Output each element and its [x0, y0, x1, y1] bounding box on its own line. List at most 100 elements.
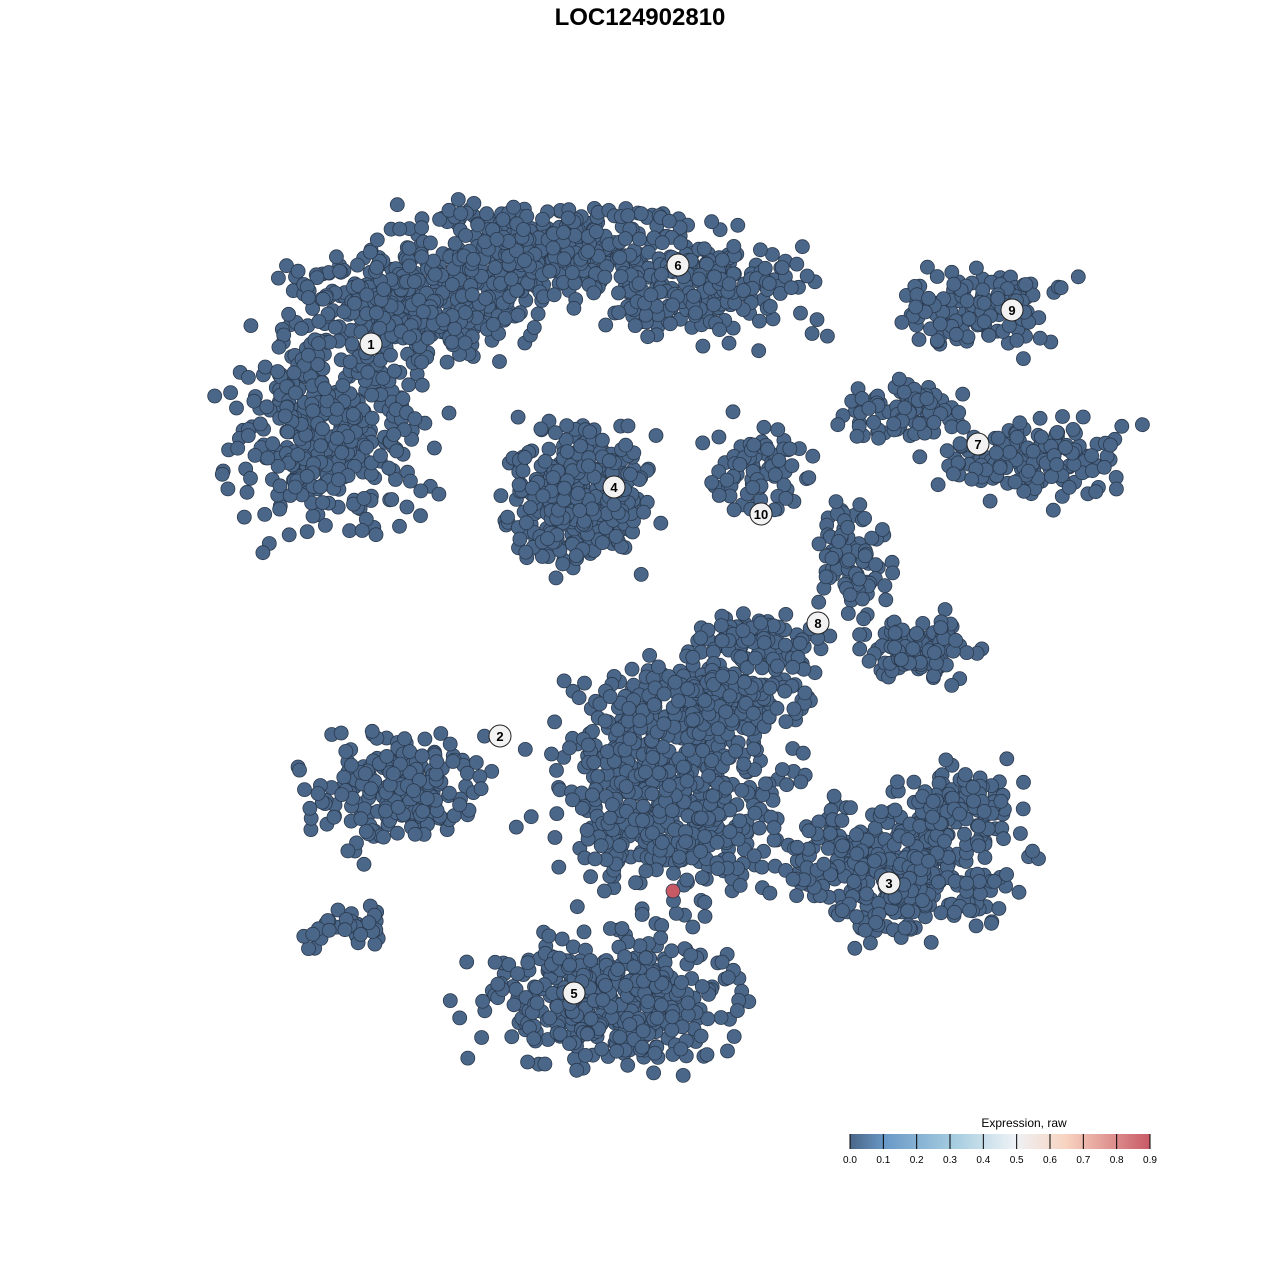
cell-point: [240, 428, 256, 444]
cell-point: [1015, 801, 1031, 817]
cluster-label-10: 10: [749, 502, 773, 526]
cell-point: [546, 287, 562, 303]
cell-point: [587, 851, 603, 867]
cell-point: [871, 430, 886, 446]
cell-point: [627, 318, 643, 334]
cell-point: [336, 304, 352, 320]
cell-point: [891, 371, 907, 387]
cell-point: [697, 894, 713, 910]
cell-point: [874, 804, 889, 819]
cell-point: [638, 863, 654, 879]
cell-point: [730, 217, 746, 233]
cell-point: [520, 1054, 535, 1070]
cell-point: [756, 635, 772, 651]
cell-point-high-expression: [665, 883, 681, 899]
cell-point: [517, 450, 533, 465]
cell-point: [944, 678, 960, 693]
cell-point: [317, 518, 333, 533]
cell-point: [361, 915, 377, 930]
cell-point: [662, 316, 678, 332]
cell-point: [442, 736, 458, 752]
cell-point: [991, 901, 1007, 916]
cell-point: [651, 765, 667, 781]
cell-point: [685, 649, 701, 665]
cell-point: [406, 274, 422, 290]
cell-point: [894, 652, 909, 667]
cell-point: [353, 927, 369, 942]
cell-point: [925, 794, 941, 809]
cluster-label-5: 5: [562, 981, 586, 1005]
cell-point: [681, 742, 696, 758]
cell-point: [736, 606, 751, 621]
cell-point: [843, 800, 858, 815]
cell-point: [407, 826, 423, 842]
cell-point: [364, 410, 380, 426]
cell-point: [1114, 418, 1130, 434]
cell-point: [290, 447, 306, 463]
cell-point: [540, 531, 555, 546]
cell-point: [376, 282, 392, 297]
cell-point: [405, 783, 421, 799]
cell-point: [672, 220, 688, 236]
cell-point: [946, 276, 962, 292]
cell-point: [611, 305, 626, 320]
cell-point: [993, 793, 1009, 809]
cell-point: [969, 260, 984, 276]
cell-point: [654, 835, 670, 850]
cell-point: [419, 791, 435, 806]
cell-point: [386, 427, 402, 442]
cell-point: [537, 453, 553, 469]
cell-point: [389, 197, 405, 213]
cell-point: [612, 250, 628, 265]
cell-point: [667, 674, 683, 690]
cell-point: [726, 1029, 742, 1044]
cell-point: [573, 438, 588, 454]
cell-point: [646, 1065, 661, 1081]
cell-point: [407, 411, 423, 427]
svg-text:9: 9: [1008, 303, 1015, 318]
cell-point: [243, 470, 258, 486]
cell-point: [309, 270, 325, 286]
cell-point: [704, 475, 720, 490]
cell-point: [849, 846, 865, 862]
cell-point: [541, 928, 557, 944]
cell-point: [367, 936, 383, 952]
cell-point: [485, 316, 501, 332]
cell-point: [373, 448, 388, 464]
cluster-label-2: 2: [488, 724, 512, 748]
cell-point: [457, 335, 473, 351]
cell-point: [551, 859, 567, 875]
cell-point: [785, 659, 801, 675]
chart-title: LOC124902810: [554, 4, 726, 31]
cell-point: [636, 504, 651, 520]
cell-point: [429, 754, 445, 770]
cell-point: [337, 922, 353, 938]
cell-point: [801, 823, 817, 839]
cell-point: [638, 764, 653, 780]
colorbar: Expression, raw 0.0 0.1 0.2 0.3 0.4 0.5 0.6 0.7…: [843, 1116, 1157, 1166]
cell-point: [805, 448, 821, 464]
cell-point: [359, 439, 374, 455]
cell-point: [828, 494, 844, 510]
cell-point: [334, 445, 350, 460]
cell-point: [1109, 481, 1124, 497]
cell-point: [458, 228, 474, 243]
cell-point: [664, 1009, 680, 1025]
cell-point: [294, 321, 309, 336]
cell-point: [402, 473, 418, 489]
cell-point: [645, 967, 661, 982]
cell-point: [1088, 484, 1104, 500]
cell-point: [735, 623, 751, 638]
cell-point: [503, 271, 519, 287]
cell-point: [728, 743, 744, 759]
cell-point: [1103, 437, 1118, 453]
cell-point: [236, 509, 252, 525]
cell-point: [313, 438, 329, 454]
cell-point: [220, 481, 236, 497]
cell-point: [885, 565, 900, 581]
cell-point: [770, 658, 785, 674]
cell-point: [789, 839, 805, 855]
cell-point: [1009, 429, 1025, 445]
cell-point: [207, 388, 223, 404]
cell-point: [579, 1026, 595, 1042]
